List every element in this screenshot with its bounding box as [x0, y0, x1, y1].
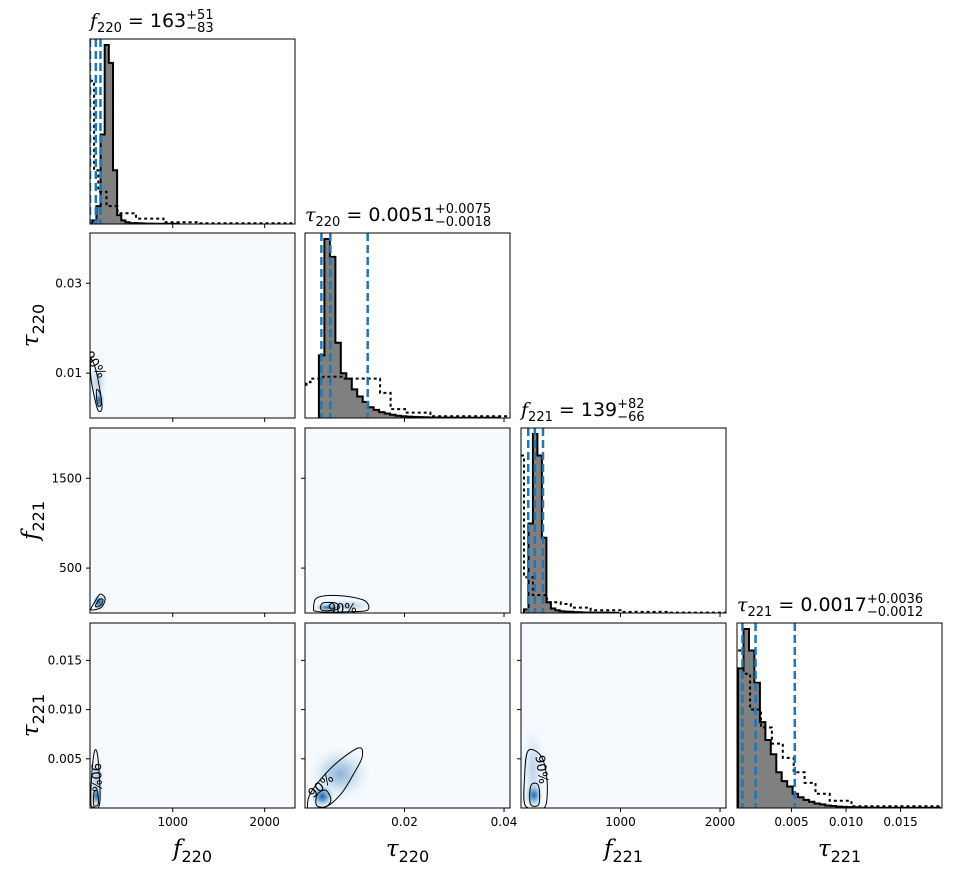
prior-histogram [738, 649, 942, 808]
posterior-histogram-fill [92, 45, 180, 224]
panel-background [521, 623, 726, 808]
axes-frame-0-0 [89, 38, 296, 225]
axes-frame-3-1 [304, 622, 511, 809]
marginal-title-0: f220 = 163+51 −83 [88, 8, 214, 36]
y-tick-label: 1500 [51, 471, 82, 485]
x-tick-label: 2000 [705, 815, 736, 829]
x-axis-label-1: τ220 [386, 836, 429, 866]
joint-panel-3-1: 90% [305, 623, 510, 808]
contour-label: 90% [328, 602, 357, 617]
y-tick-label: 500 [59, 561, 82, 575]
contour-label: 90% [88, 763, 104, 792]
panel-background [90, 428, 295, 613]
marginal-title-1: τ220 = 0.0051+0.0075 −0.0018 [305, 202, 491, 230]
joint-panel-2-0 [90, 428, 295, 613]
x-axis-label-2: f221 [602, 836, 643, 866]
contour-inner [94, 598, 104, 608]
prior-histogram [521, 454, 726, 613]
y-tick-label: 0.010 [48, 703, 82, 717]
prior-histogram [90, 79, 293, 224]
contour-outer [312, 594, 370, 613]
joint-panel-1-0: 90% [90, 233, 295, 418]
contour-inner [95, 388, 102, 407]
x-tick-label: 0.015 [883, 815, 917, 829]
y-tick-label: 0.005 [48, 752, 82, 766]
y-tick-label: 0.015 [48, 653, 82, 667]
density-blob [307, 745, 372, 802]
contour-outer [90, 358, 103, 413]
x-tick-label: 2000 [249, 815, 280, 829]
panel-background [90, 233, 295, 418]
contour-outer [523, 748, 548, 808]
axes-frame-2-2 [520, 427, 727, 614]
panel-background [90, 623, 295, 808]
panel-background [305, 428, 510, 613]
axes-frame-1-1 [304, 232, 511, 419]
posterior-histogram-fill [318, 239, 500, 418]
density-blob [90, 360, 110, 404]
contour-outer [90, 749, 101, 808]
x-tick-label: 0.010 [829, 815, 863, 829]
axes-frame-1-0 [89, 232, 296, 419]
contour-outer [90, 593, 106, 611]
marginal-panel-2 [521, 428, 726, 613]
contour-inner [92, 789, 99, 807]
axes-frame-3-3 [736, 622, 943, 809]
marginal-title-3: τ221 = 0.0017+0.0036 −0.0012 [737, 592, 923, 620]
x-tick-label: 0.02 [391, 815, 418, 829]
y-axis-label-2: f221 [18, 501, 48, 542]
posterior-histogram-fill [524, 434, 618, 613]
y-tick-label: 0.01 [55, 366, 82, 380]
marginal-panel-0 [90, 39, 293, 224]
joint-panel-3-0: 90% [88, 623, 295, 808]
prior-histogram [305, 375, 510, 418]
axes-frame-3-0 [89, 622, 296, 809]
posterior-histogram-fill [738, 629, 940, 808]
axes-frame-2-0 [89, 427, 296, 614]
x-tick-label: 1000 [605, 815, 636, 829]
contour-inner [320, 601, 340, 612]
y-tick-label: 0.03 [55, 276, 82, 290]
joint-panel-3-2: 90% [521, 623, 726, 808]
marginal-panel-3 [737, 623, 942, 808]
y-axis-label-3: τ221 [18, 694, 48, 737]
axes-frame-2-1 [304, 427, 511, 614]
density-blob [521, 721, 546, 808]
x-tick-label: 1000 [157, 815, 188, 829]
marginal-title-2: f221 = 139+82 −66 [519, 397, 645, 425]
contour-inner [529, 782, 541, 807]
marginal-panel-1 [305, 233, 510, 418]
joint-panel-2-1: 90% [305, 428, 510, 617]
x-tick-label: 0.005 [774, 815, 808, 829]
y-axis-label-1: τ220 [18, 304, 48, 347]
axes-frame-3-2 [520, 622, 727, 809]
contour-label: 90% [531, 754, 550, 785]
x-tick-label: 0.04 [491, 815, 518, 829]
x-axis-label-0: f220 [171, 836, 212, 866]
x-axis-label-3: τ221 [818, 836, 861, 866]
contour-inner [315, 789, 332, 808]
